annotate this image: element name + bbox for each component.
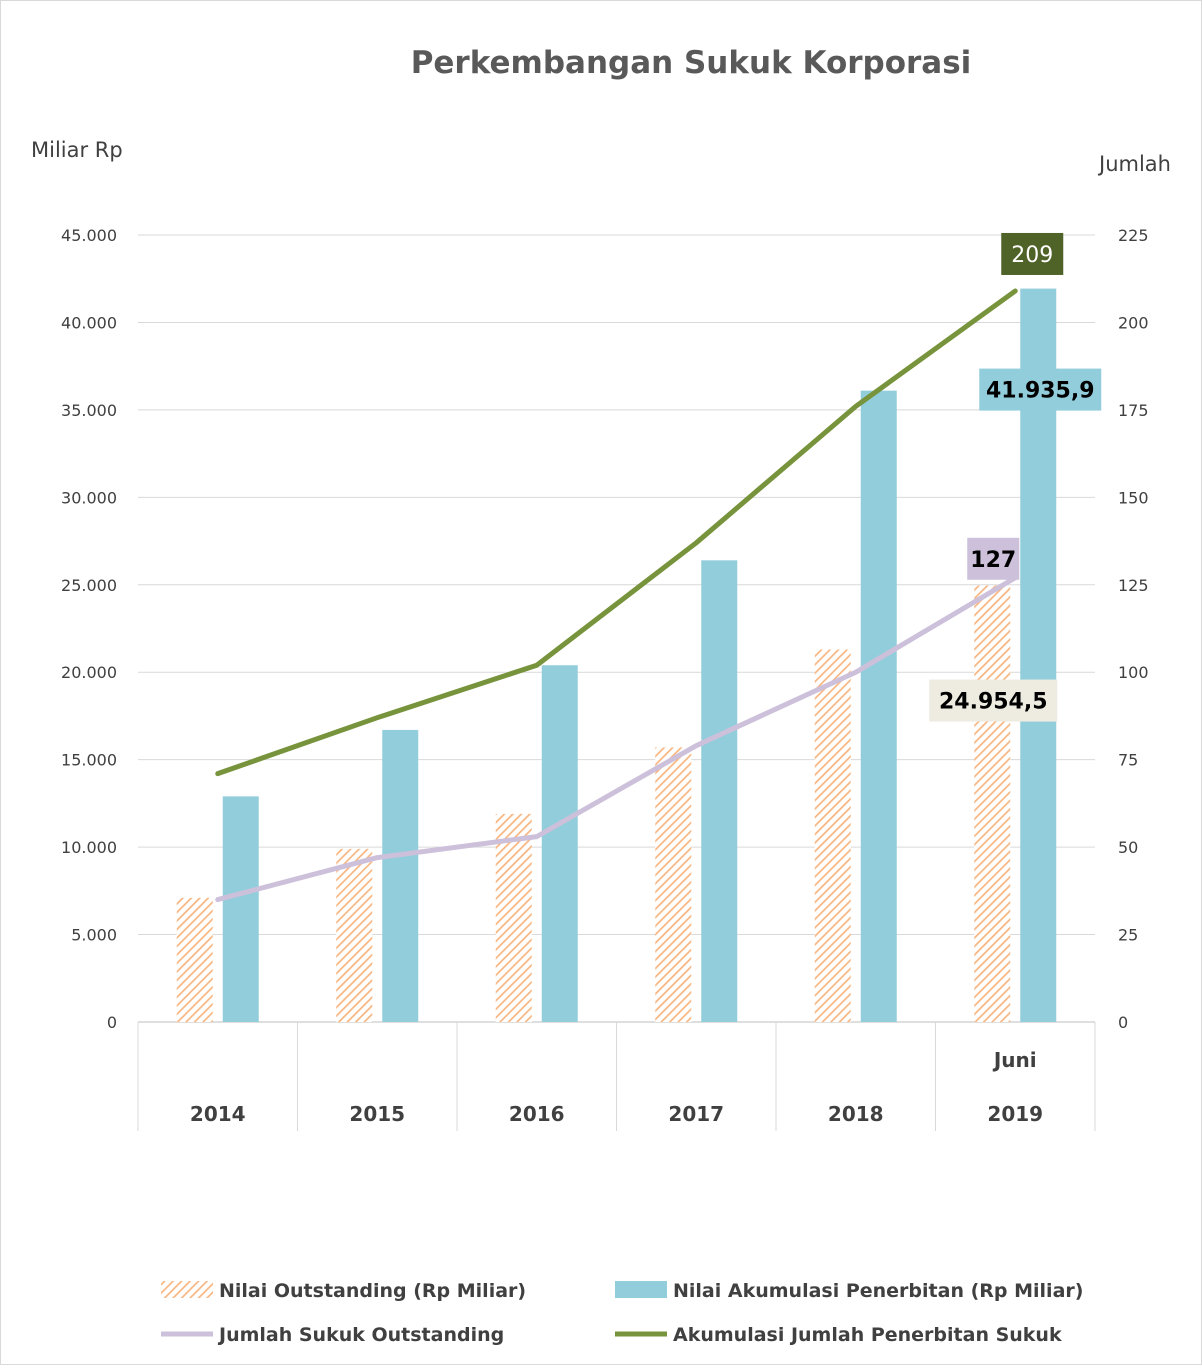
lines: [215, 288, 1018, 903]
y2-tick-label: 125: [1118, 576, 1149, 595]
outstanding-count-line: [215, 575, 1018, 903]
data-label-box: [929, 679, 1058, 722]
outstanding-bar: [814, 649, 851, 1022]
y-tick-label: 10.000: [61, 838, 117, 857]
y2-tick-label: 200: [1118, 313, 1149, 332]
x-tick-label: 2014: [190, 1102, 246, 1126]
axes: 0 5.000 10.000 15.000 20.000 25.000 30.000 35.0…: [61, 226, 1149, 1131]
y-tick-label: 45.000: [61, 226, 117, 245]
legend-swatch: [161, 1281, 213, 1298]
data-label: 41.935,9: [986, 379, 1095, 404]
y-tick-label: 35.000: [61, 401, 117, 420]
x-tick-label: 2016: [509, 1102, 565, 1126]
outstanding-bar: [974, 585, 1011, 1022]
chart-title: Perkembangan Sukuk Korporasi: [411, 45, 972, 81]
legend-swatch: [615, 1281, 667, 1298]
y-tick-label: 0: [107, 1013, 117, 1032]
x-tick-label: 2015: [349, 1102, 405, 1126]
outstanding-bar: [655, 747, 692, 1022]
issuance-bar: [1020, 288, 1057, 1022]
y-tick-label: 40.000: [61, 313, 117, 332]
legend: Nilai Outstanding (Rp Miliar) Nilai Akumu…: [161, 1280, 1083, 1346]
issuance-bar: [701, 560, 738, 1022]
x-tick-label: 2018: [828, 1102, 884, 1126]
bars: [176, 288, 1057, 1022]
outstanding-bar: [495, 813, 532, 1022]
outstanding-bar: [176, 897, 213, 1022]
y-tick-label: 30.000: [61, 488, 117, 507]
data-label-box: [1001, 232, 1064, 275]
y-tick-label: 15.000: [61, 751, 117, 770]
y2-tick-label: 150: [1118, 488, 1149, 507]
x-tick-label-top: Juni: [992, 1048, 1037, 1072]
y2-tick-label: 175: [1118, 401, 1149, 420]
gridlines: [138, 234, 1095, 936]
issuance-bar: [541, 665, 578, 1022]
y2-tick-label: 0: [1118, 1013, 1128, 1032]
y-axis-label: Miliar Rp: [31, 138, 123, 162]
outstanding-bar: [336, 848, 373, 1022]
y2-tick-label: 75: [1118, 751, 1138, 770]
data-label-box: [979, 368, 1102, 411]
legend-label: Nilai Akumulasi Penerbitan (Rp Miliar): [673, 1280, 1083, 1302]
data-label: 209: [1011, 243, 1053, 268]
y-tick-label: 25.000: [61, 576, 117, 595]
y-tick-label: 20.000: [61, 663, 117, 682]
cumulative-issuance-line: [215, 288, 1018, 777]
data-label: 127: [970, 548, 1016, 573]
issuance-bar: [860, 390, 897, 1022]
legend-label: Nilai Outstanding (Rp Miliar): [219, 1280, 526, 1302]
legend-label: Jumlah Sukuk Outstanding: [217, 1324, 504, 1346]
y2-axis-label: Jumlah: [1097, 152, 1171, 176]
x-tick-label: 2017: [668, 1102, 724, 1126]
data-label-box: [967, 537, 1020, 580]
y2-tick-label: 50: [1118, 838, 1138, 857]
y2-tick-label: 100: [1118, 663, 1149, 682]
issuance-bar: [382, 729, 419, 1022]
x-tick-label: 2019: [987, 1102, 1043, 1126]
data-label: 24.954,5: [939, 690, 1048, 715]
issuance-bar: [222, 796, 259, 1022]
y2-tick-label: 225: [1118, 226, 1149, 245]
data-labels: 209 41.935,9 127 24.954,5: [929, 232, 1102, 722]
legend-label: Akumulasi Jumlah Penerbitan Sukuk: [673, 1324, 1062, 1346]
y2-tick-label: 25: [1118, 926, 1138, 945]
y-tick-label: 5.000: [71, 926, 117, 945]
